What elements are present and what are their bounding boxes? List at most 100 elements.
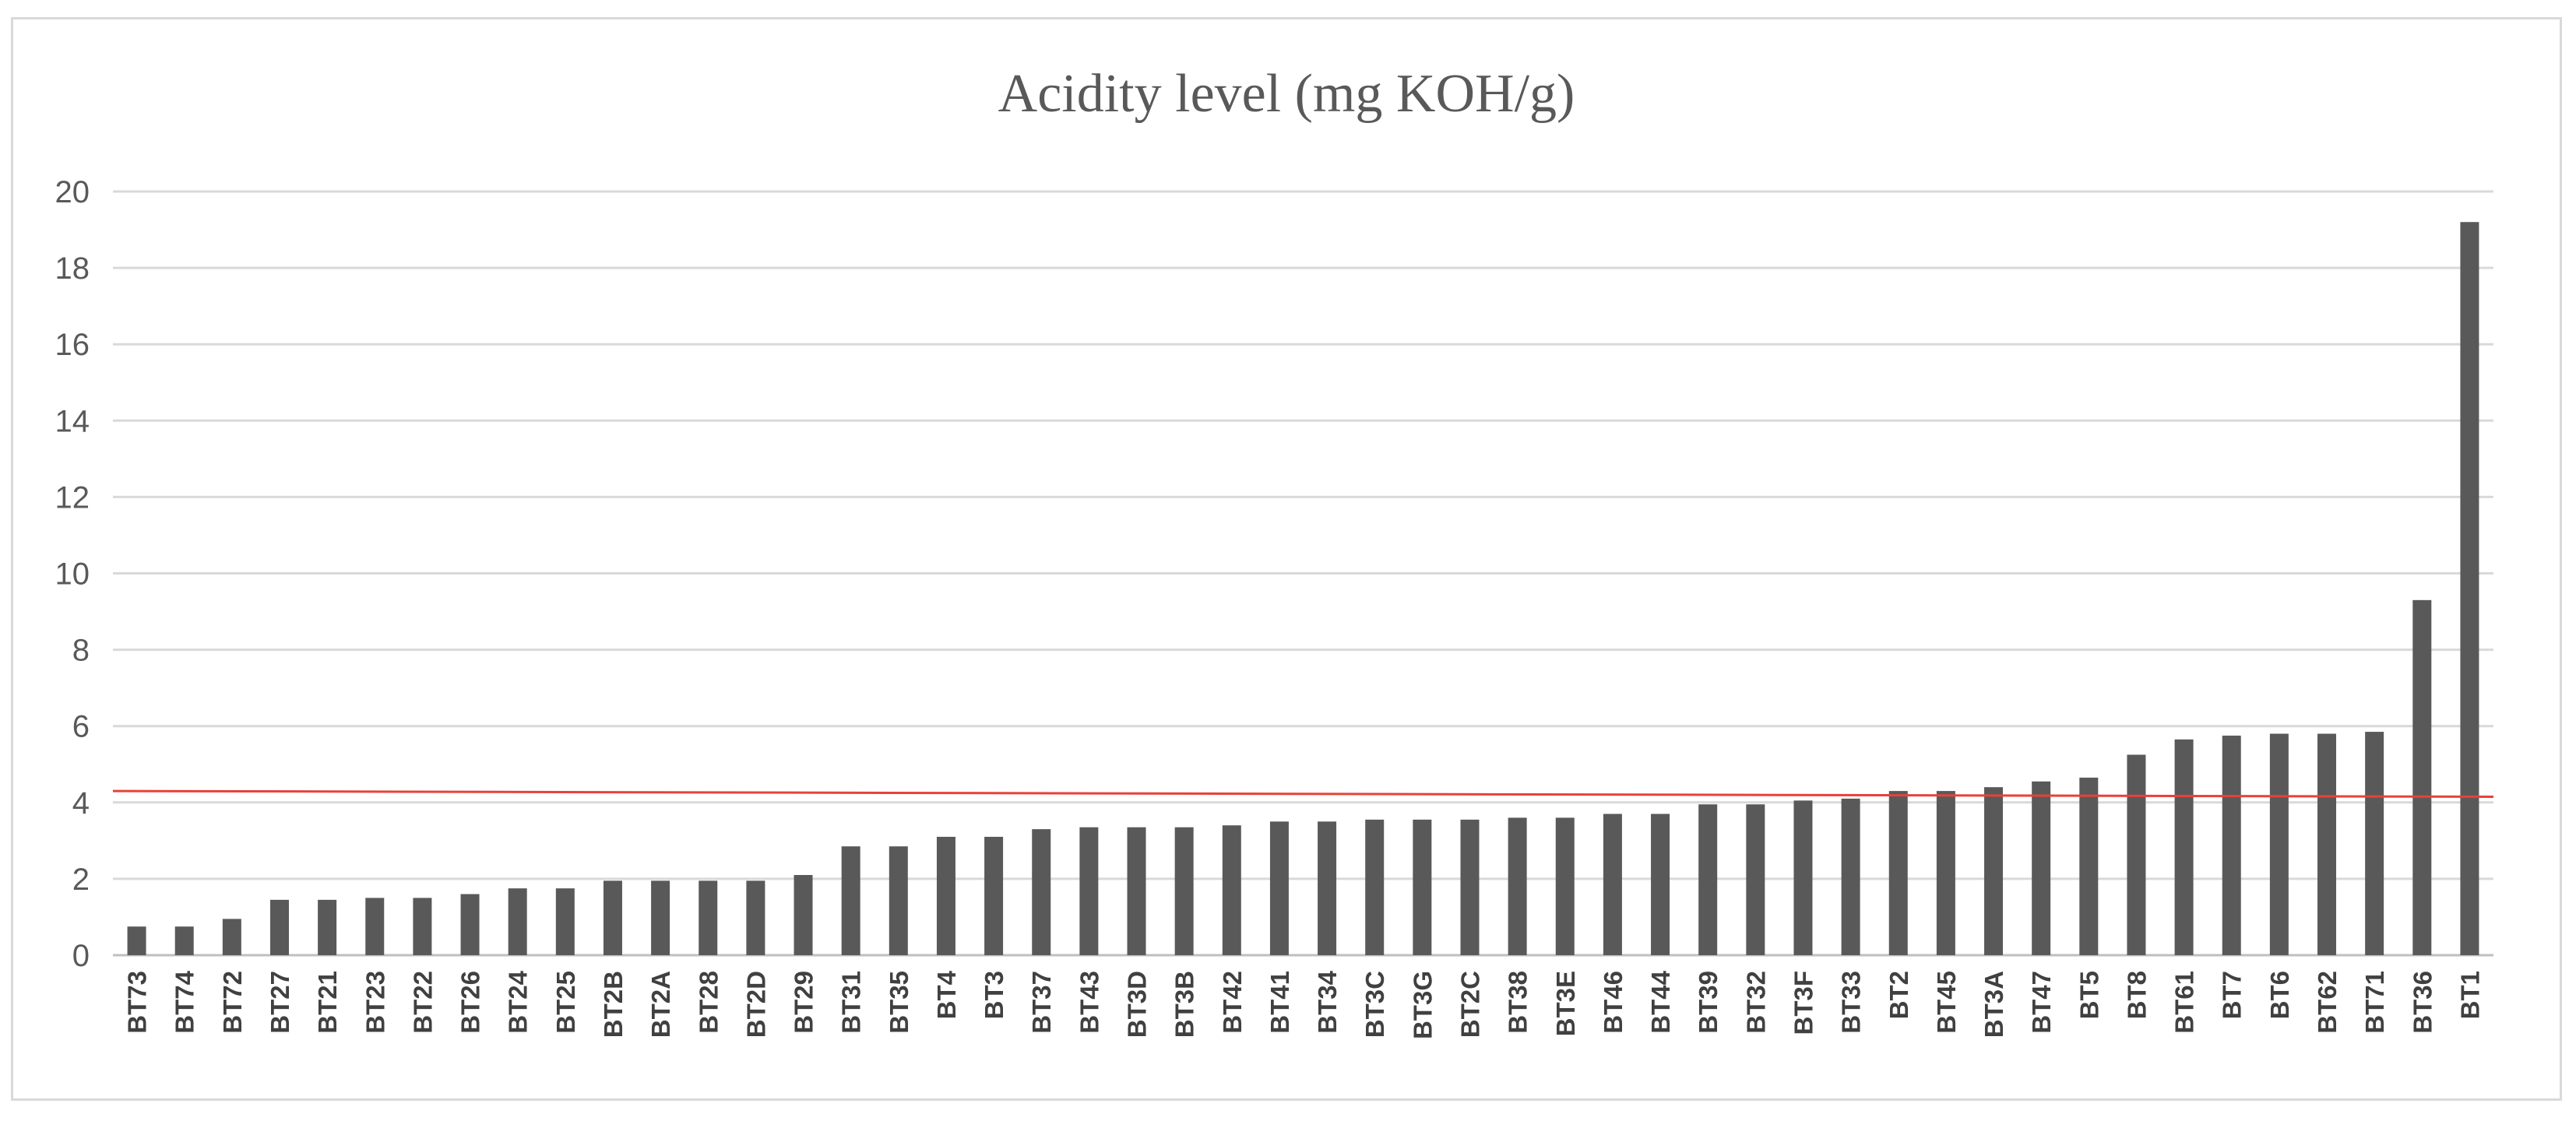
bar-bt3e (1555, 817, 1575, 955)
x-tick-label: BT74 (171, 970, 199, 1033)
y-tick-label: 4 (72, 786, 90, 821)
bar-bt29 (794, 874, 813, 955)
x-tick-label: BT73 (123, 971, 152, 1034)
y-tick-label: 6 (72, 710, 90, 744)
x-tick-label: BT21 (313, 971, 342, 1034)
x-tick-label: BT32 (1741, 971, 1770, 1034)
x-tick-label: BT28 (694, 971, 723, 1034)
bar-bt26 (460, 894, 480, 955)
x-tick-label: BT62 (2313, 971, 2342, 1034)
bar-bt22 (413, 898, 432, 955)
gridlines (113, 190, 2493, 957)
x-tick-label: BT7 (2218, 971, 2247, 1019)
bar-bt42 (1222, 825, 1241, 955)
bar-bt25 (555, 888, 575, 955)
x-tick-label: BT35 (885, 971, 913, 1034)
bar-bt28 (699, 880, 718, 955)
chart-frame: Acidity level (mg KOH/g) 0 2 4 6 8 10 12 14 16 18… (11, 17, 2562, 1101)
y-tick-label: 8 (72, 634, 90, 668)
x-tick-label: BT34 (1313, 970, 1342, 1033)
x-tick-label: BT44 (1646, 970, 1675, 1033)
x-tick-label: BT6 (2265, 971, 2294, 1019)
x-tick-label: BT31 (837, 971, 866, 1034)
y-tick-label: 10 (55, 557, 90, 592)
x-tick-label: BT3 (980, 971, 1008, 1019)
x-tick-label: BT42 (1218, 971, 1247, 1034)
x-tick-label: BT45 (1932, 971, 1961, 1034)
bar-bt36 (2412, 599, 2432, 955)
bar-bt72 (222, 919, 241, 955)
bar-bt3f (1793, 800, 1813, 955)
bar-bt7 (2222, 735, 2241, 955)
bar-bt21 (318, 899, 337, 955)
bar-bt2d (746, 880, 765, 955)
y-tick-label: 16 (55, 328, 90, 362)
bar-bt37 (1032, 829, 1051, 955)
bar-bt3d (1127, 827, 1146, 955)
x-tick-label: BT43 (1075, 971, 1103, 1034)
bar-bt46 (1603, 814, 1622, 955)
x-tick-label: BT38 (1504, 971, 1533, 1034)
y-axis-ticks: 0 2 4 6 8 10 12 14 16 18 20 (55, 175, 90, 973)
bar-bt39 (1698, 804, 1718, 955)
x-tick-label: BT47 (2027, 971, 2056, 1034)
bar-bt27 (269, 899, 289, 955)
y-tick-label: 12 (55, 480, 90, 515)
x-tick-label: BT36 (2408, 971, 2437, 1034)
bar-bt1 (2460, 222, 2479, 955)
bar-bt61 (2174, 739, 2194, 955)
bar-bt62 (2317, 733, 2337, 955)
x-tick-label: BT26 (456, 971, 485, 1034)
x-tick-label: BT3C (1360, 971, 1389, 1038)
x-tick-label: BT3B (1170, 971, 1199, 1038)
reference-line-layer (112, 789, 2494, 798)
chart-title: Acidity level (mg KOH/g) (998, 64, 1575, 124)
bar-bt3c (1365, 819, 1385, 955)
bar-bt3 (984, 836, 1004, 955)
bar-bt8 (2127, 754, 2146, 955)
bar-bt71 (2365, 732, 2384, 955)
bar-bt24 (508, 888, 527, 955)
x-tick-label: BT72 (218, 971, 247, 1034)
x-tick-label: BT33 (1837, 971, 1866, 1034)
bar-bt2 (1888, 791, 1908, 955)
bar-bt31 (841, 846, 860, 955)
y-tick-label: 14 (55, 404, 90, 438)
bar-chart: Acidity level (mg KOH/g) 0 2 4 6 8 10 12 14 16 18… (55, 64, 2494, 1039)
x-tick-label: BT37 (1027, 971, 1056, 1034)
x-tick-label: BT2D (741, 971, 770, 1038)
bar-bt34 (1318, 821, 1337, 955)
bar-bt35 (889, 846, 908, 955)
bar-bt43 (1079, 827, 1099, 955)
x-tick-label: BT2A (646, 971, 675, 1038)
bar-bt2c (1460, 819, 1480, 955)
x-tick-label: BT22 (408, 971, 437, 1034)
x-tick-label: BT3A (1980, 971, 2008, 1038)
x-tick-label: BT2C (1455, 971, 1484, 1038)
x-tick-label: BT39 (1694, 971, 1723, 1034)
x-tick-label: BT5 (2075, 971, 2103, 1019)
x-tick-label: BT61 (2170, 971, 2199, 1034)
bar-bt2a (651, 880, 670, 955)
x-tick-label: BT41 (1265, 971, 1294, 1034)
x-tick-label: BT3G (1408, 971, 1437, 1039)
y-tick-label: 2 (72, 863, 90, 897)
bar-bt47 (2032, 781, 2051, 955)
x-tick-label: BT2 (1884, 971, 1913, 1019)
x-tick-label: BT8 (2122, 971, 2151, 1019)
bar-bt74 (174, 926, 194, 955)
x-tick-label: BT2B (599, 971, 628, 1038)
x-tick-label: BT46 (1599, 971, 1628, 1034)
y-tick-label: 0 (72, 939, 90, 973)
bar-bt33 (1841, 798, 1860, 955)
x-tick-label: BT29 (790, 971, 818, 1034)
y-tick-label: 18 (55, 251, 90, 286)
bar-bt73 (127, 926, 146, 955)
bar-bt6 (2269, 733, 2289, 955)
bar-bt32 (1746, 804, 1765, 955)
x-tick-label: BT71 (2360, 971, 2389, 1034)
x-tick-label: BT3D (1123, 971, 1152, 1038)
bars (127, 222, 2479, 955)
bar-bt44 (1651, 814, 1670, 955)
bar-bt3b (1174, 827, 1194, 955)
